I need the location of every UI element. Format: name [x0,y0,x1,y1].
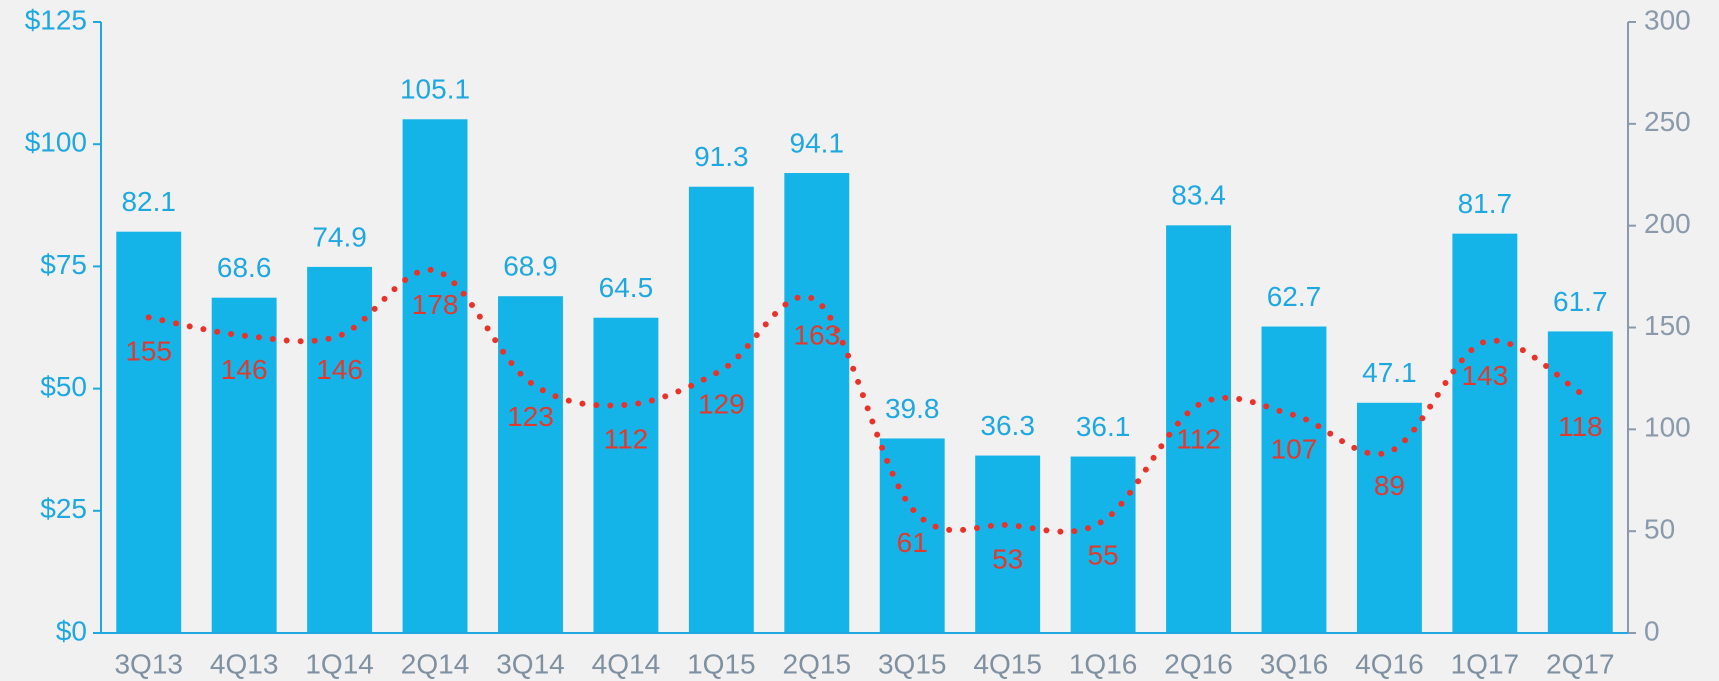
bar-value-label: 68.9 [503,251,558,282]
y2-tick-label: 100 [1644,412,1691,443]
x-tick-label: 4Q13 [210,648,279,679]
bar [1261,326,1327,633]
x-tick-label: 2Q16 [1164,648,1233,679]
bar-value-label: 36.3 [980,410,1035,441]
bar [1547,331,1613,633]
bar-value-label: 81.7 [1458,188,1513,219]
x-tick-label: 3Q14 [496,648,565,679]
line-value-label: 112 [604,423,649,454]
bar-value-label: 39.8 [885,393,940,424]
x-tick-label: 3Q13 [114,648,183,679]
line-value-label: 112 [1176,423,1221,454]
y2-tick-label: 50 [1644,514,1675,545]
line [145,266,1584,535]
line-value-label: 53 [992,543,1023,574]
x-tick-label: 4Q15 [973,648,1042,679]
x-tick-label: 2Q14 [401,648,470,679]
bar-value-label: 68.6 [217,252,272,283]
bar-value-label: 47.1 [1362,357,1417,388]
y-tick-label: $125 [25,4,87,35]
bar-value-label: 61.7 [1553,286,1608,317]
y2-tick-label: 150 [1644,310,1691,341]
bar [975,455,1041,633]
x-tick-label: 4Q14 [592,648,661,679]
y-tick-label: $25 [40,493,87,524]
bar-value-label: 82.1 [121,186,176,217]
y2-tick-label: 300 [1644,4,1691,35]
line-value-label: 129 [698,389,745,420]
bar [688,186,754,634]
line-value-label: 123 [507,401,554,432]
bar [1452,233,1518,634]
line-value-label: 146 [221,354,268,385]
bar-value-label: 83.4 [1171,180,1226,211]
x-tick-label: 1Q17 [1451,648,1520,679]
y-tick-label: $75 [40,249,87,280]
bar [593,317,659,633]
x-tick-label: 1Q14 [305,648,374,679]
bar [211,297,277,633]
y2-tick-label: 250 [1644,106,1691,137]
bar-value-label: 62.7 [1267,281,1322,312]
bar-value-label: 94.1 [790,127,845,158]
bar [1070,456,1136,633]
line-value-label: 107 [1271,433,1318,464]
line-value-label: 61 [897,527,928,558]
bar-value-label: 64.5 [599,272,654,303]
line-value-label: 155 [125,336,172,367]
x-tick-label: 3Q16 [1260,648,1329,679]
line-value-label: 143 [1461,360,1508,391]
line-value-label: 89 [1374,470,1405,501]
y2-tick-label: 200 [1644,208,1691,239]
bar [879,438,945,633]
bar-value-label: 105.1 [400,74,470,105]
line-value-label: 163 [793,319,840,350]
x-tick-label: 3Q15 [878,648,947,679]
line-value-label: 118 [1558,411,1603,442]
bar [116,231,182,634]
line-value-label: 178 [412,289,459,320]
y-tick-label: $0 [56,615,87,646]
bar [498,296,563,633]
bar [1166,225,1231,633]
x-tick-label: 1Q16 [1069,648,1138,679]
x-tick-label: 1Q15 [687,648,756,679]
x-tick-label: 2Q15 [783,648,852,679]
bar-value-label: 36.1 [1076,411,1131,442]
bar [402,119,468,634]
bar [1356,402,1422,633]
y-tick-label: $100 [25,127,87,158]
y2-tick-label: 0 [1644,615,1660,646]
bar [784,173,850,634]
bar-value-label: 91.3 [694,141,749,172]
bar [307,266,373,633]
y-tick-label: $50 [40,371,87,402]
line-value-label: 55 [1088,539,1119,570]
line-value-label: 146 [316,354,363,385]
x-tick-label: 2Q17 [1546,648,1615,679]
x-tick-label: 4Q16 [1355,648,1424,679]
bar-value-label: 74.9 [312,221,367,252]
